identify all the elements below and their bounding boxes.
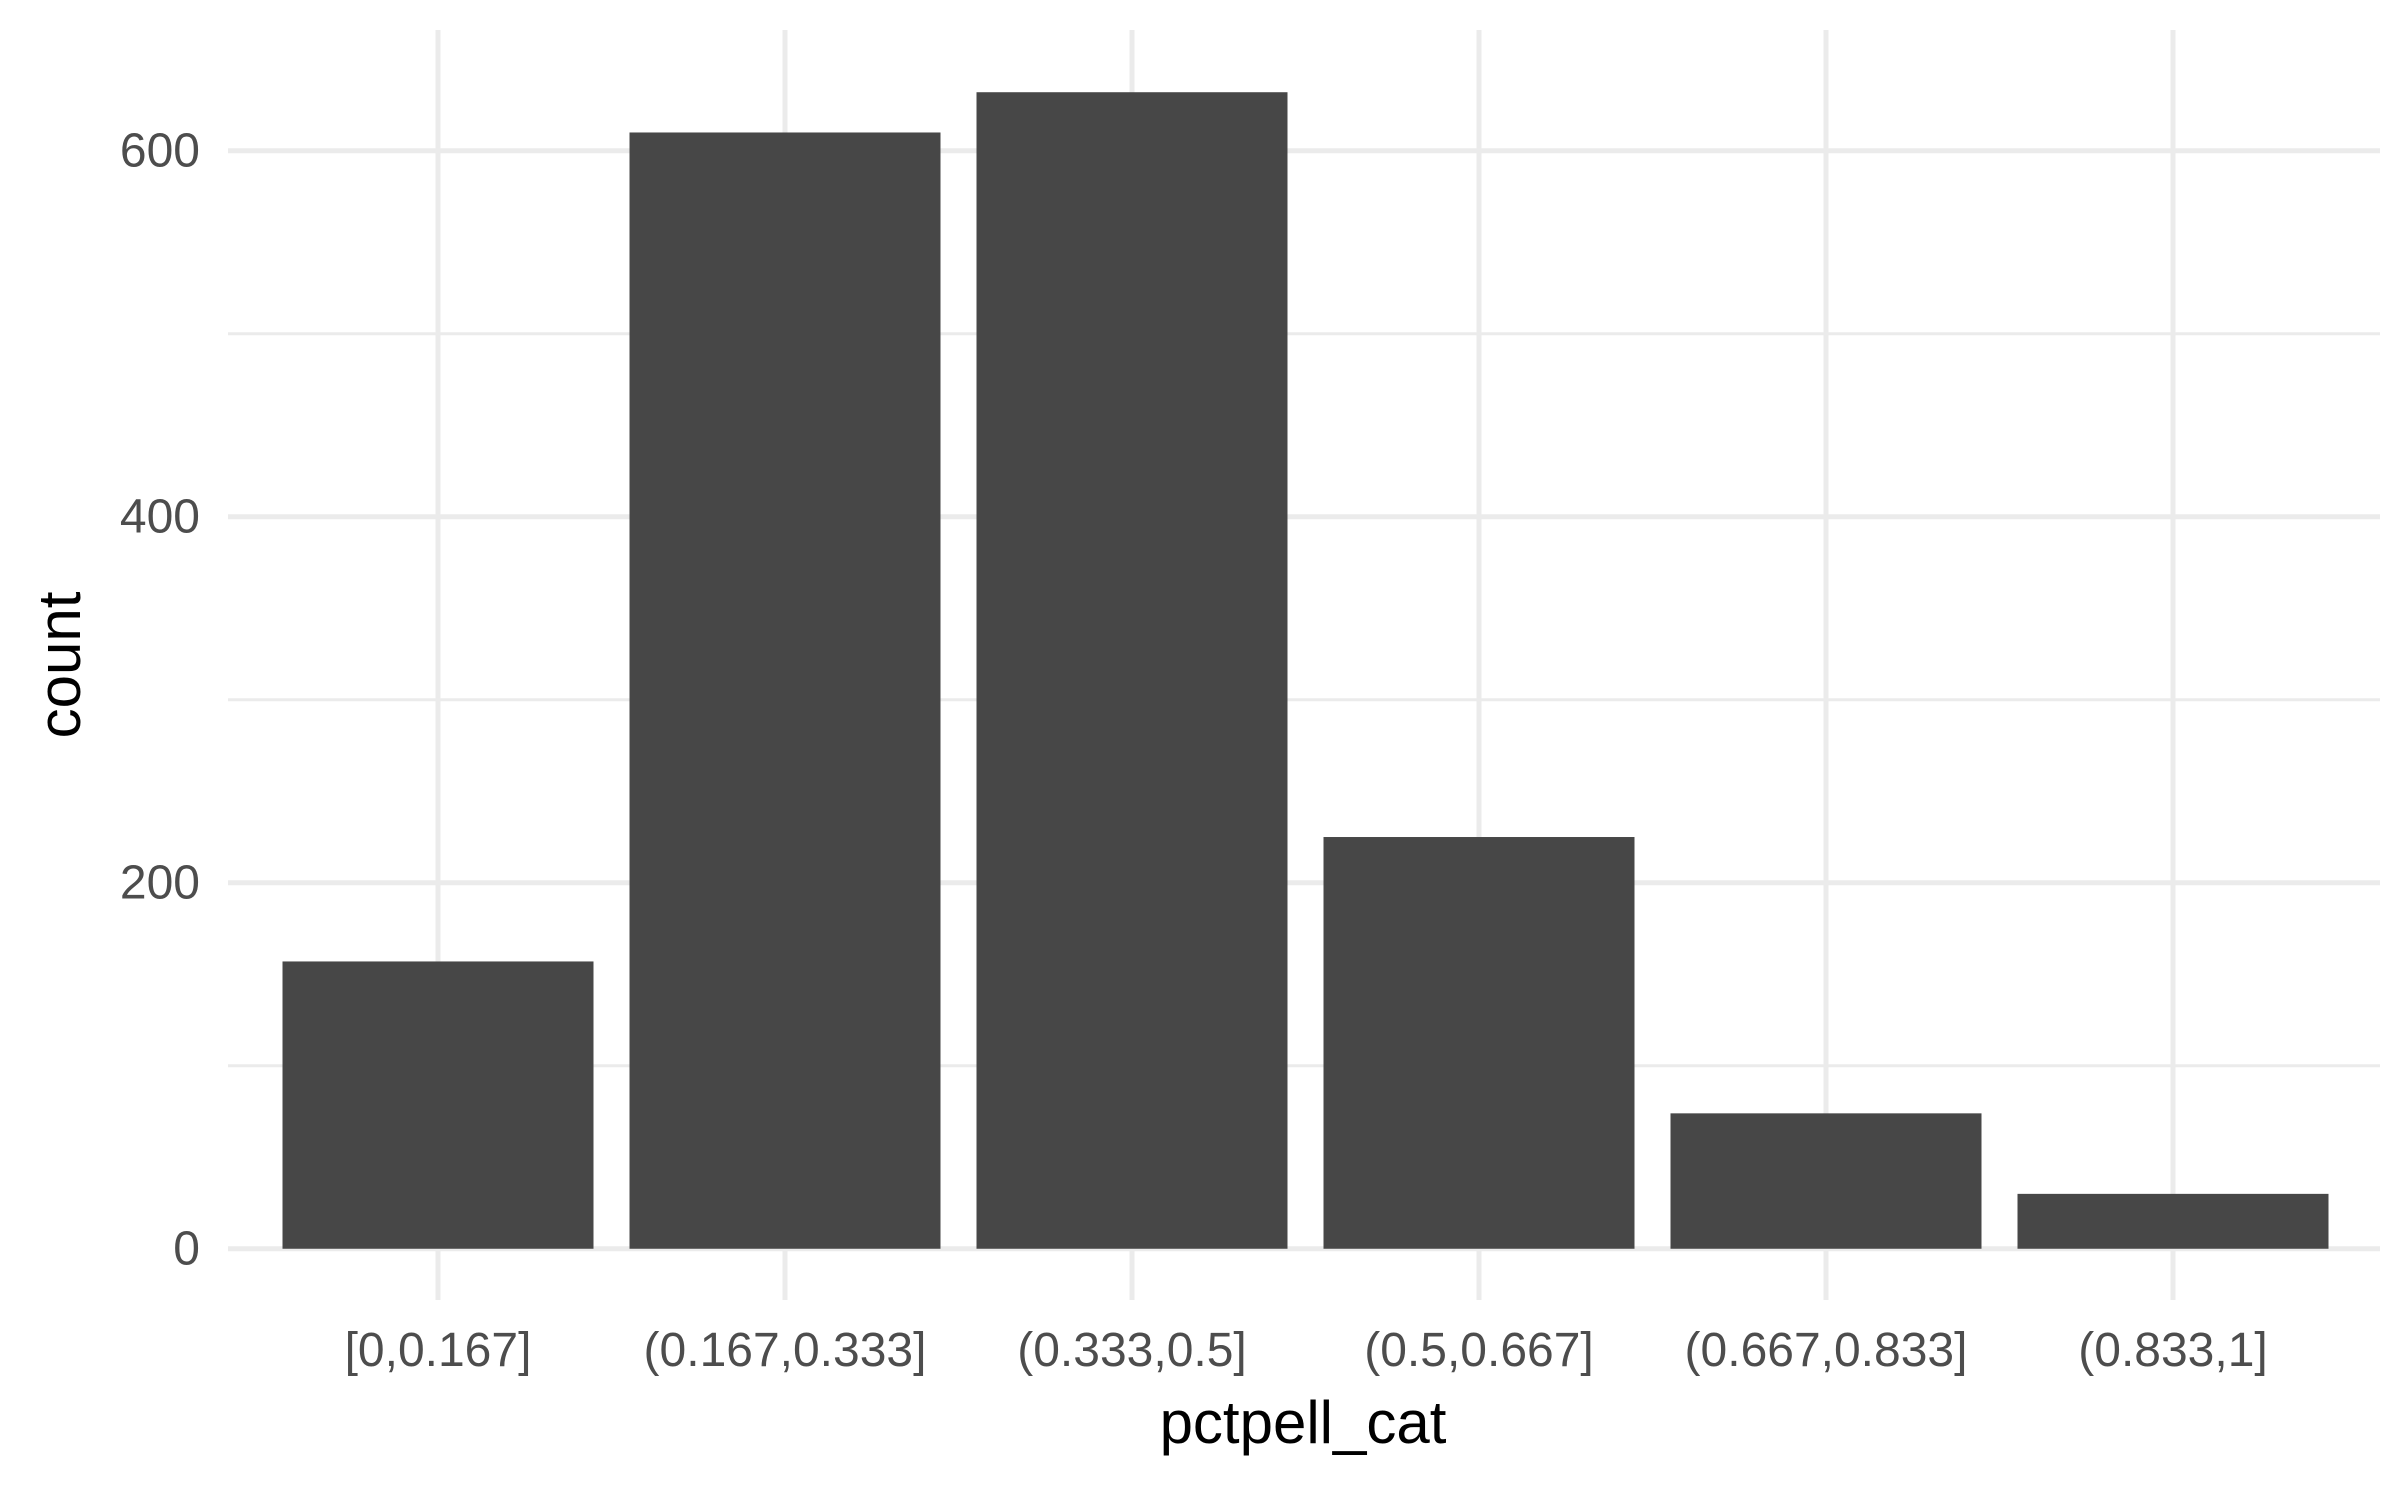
x-tick-label: (0.667,0.833] [1685, 1324, 1968, 1377]
x-tick-label: (0.333,0.5] [1017, 1324, 1247, 1377]
bar [1323, 837, 1635, 1249]
bar [1670, 1113, 1982, 1249]
bar [2017, 1193, 2329, 1249]
y-axis-title: count [26, 591, 93, 738]
y-tick-label: 0 [173, 1222, 200, 1275]
y-tick-label: 400 [120, 490, 200, 543]
x-tick-label: [0,0.167] [345, 1324, 532, 1377]
bar [629, 132, 941, 1249]
bar [282, 961, 594, 1249]
x-tick-label: (0.833,1] [2078, 1324, 2267, 1377]
bar [976, 92, 1288, 1249]
y-axis-tick-labels: 0 200 400 600 [120, 124, 200, 1275]
y-tick-label: 600 [120, 124, 200, 177]
x-axis-tick-labels: [0,0.167] (0.167,0.333] (0.333,0.5] (0.5,0.… [345, 1324, 2268, 1377]
y-tick-label: 200 [120, 856, 200, 909]
bars [282, 92, 2329, 1249]
x-axis-title: pctpell_cat [1160, 1389, 1447, 1456]
x-tick-label: (0.167,0.333] [644, 1324, 927, 1377]
x-tick-label: (0.5,0.667] [1364, 1324, 1594, 1377]
